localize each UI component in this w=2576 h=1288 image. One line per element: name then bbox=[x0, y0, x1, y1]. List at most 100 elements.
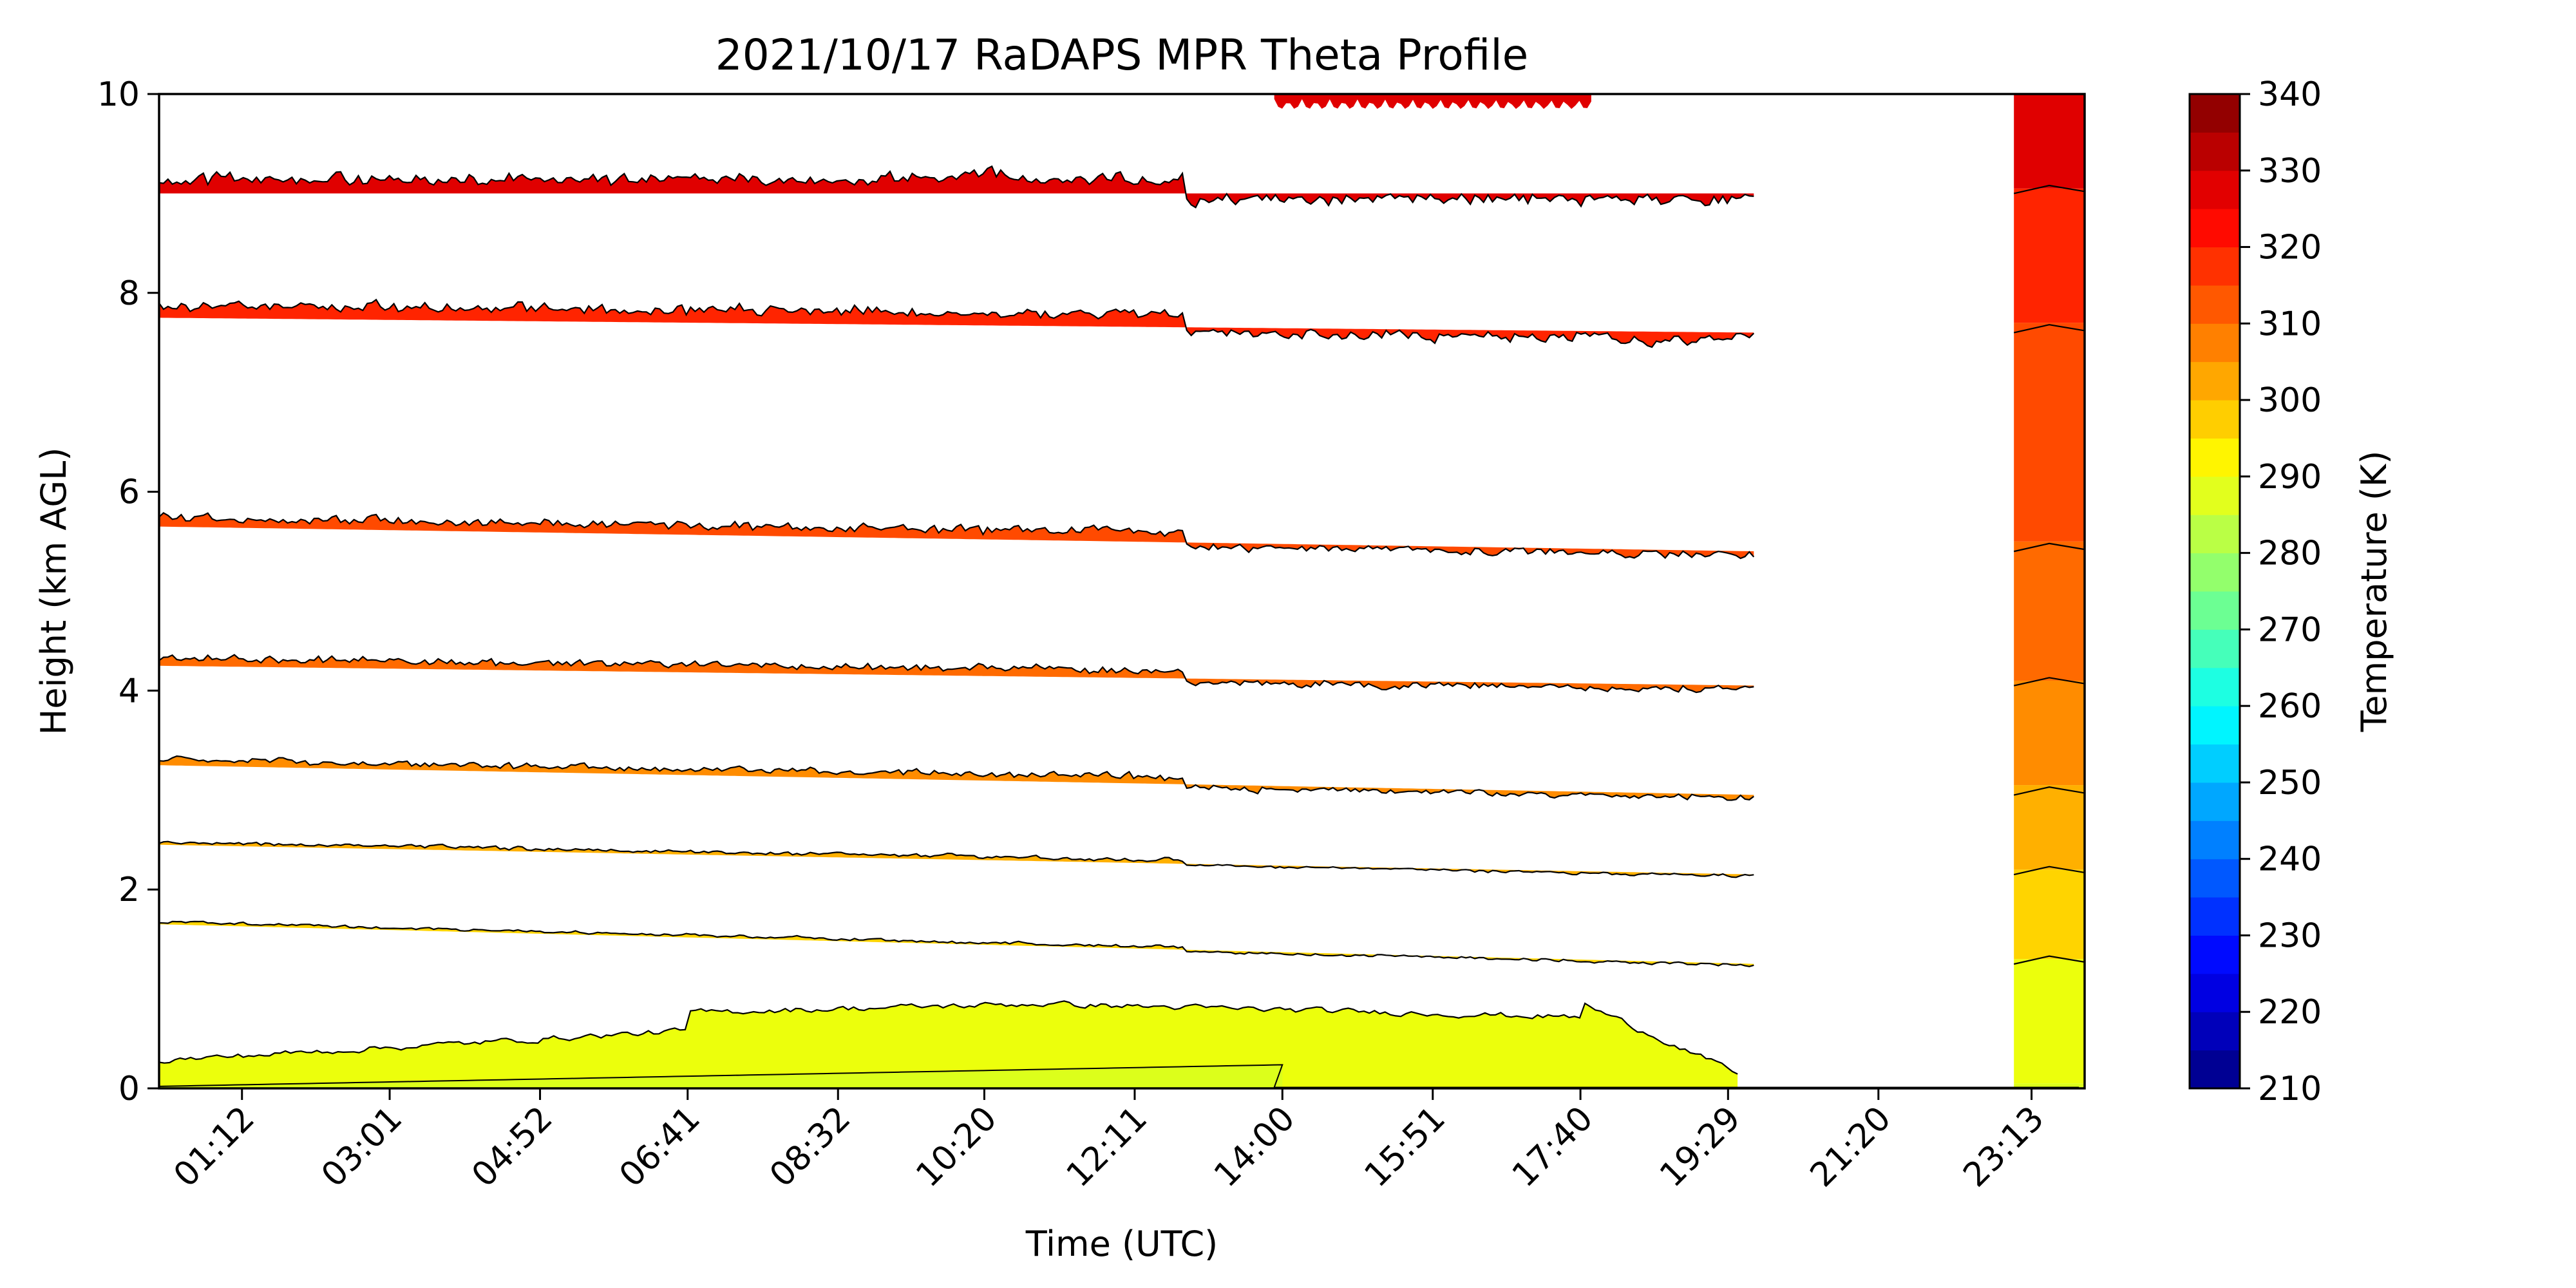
colorbar-tick-label: 310 bbox=[2258, 305, 2322, 343]
colorbar-bin bbox=[2190, 858, 2240, 898]
last-profile-band-4 bbox=[2014, 680, 2085, 786]
last-profile-band-8 bbox=[2014, 94, 2085, 189]
colorbar-label: Temperature (K) bbox=[2354, 451, 2394, 733]
chart-title: 2021/10/17 RaDAPS MPR Theta Profile bbox=[715, 30, 1529, 80]
colorbar-bin bbox=[2190, 1012, 2240, 1051]
isoline-lastprofile-325 bbox=[2013, 184, 2085, 194]
x-tick-label: 15:51 bbox=[1358, 1099, 1453, 1195]
colorbar-bin bbox=[2190, 935, 2240, 974]
contour-fill-320 bbox=[159, 299, 1754, 348]
colorbar-tick-label: 250 bbox=[2258, 764, 2322, 802]
colorbar-bin bbox=[2190, 897, 2240, 936]
plot-area bbox=[159, 94, 2085, 1088]
x-tick-label: 21:20 bbox=[1803, 1099, 1899, 1195]
colorbar-bin bbox=[2190, 629, 2240, 668]
x-tick-label: 17:40 bbox=[1505, 1099, 1600, 1195]
isoline-lastprofile-310 bbox=[2013, 677, 2085, 687]
y-axis-label: Height (km AGL) bbox=[33, 448, 74, 735]
colorbar-bin bbox=[2190, 170, 2240, 209]
colorbar-tick-label: 270 bbox=[2258, 611, 2322, 649]
last-profile-band-2 bbox=[2014, 869, 2085, 960]
isoline-lastprofile-305 bbox=[2013, 786, 2085, 796]
colorbar-bin bbox=[2190, 553, 2240, 592]
contour-fill-325 bbox=[159, 166, 1754, 208]
colorbar-bin bbox=[2190, 973, 2240, 1012]
x-tick-label: 01:12 bbox=[167, 1099, 262, 1195]
isoline-295 bbox=[159, 920, 1754, 967]
colorbar-bin bbox=[2190, 247, 2240, 286]
colorbar-bin bbox=[2190, 209, 2240, 248]
y-tick-label: 4 bbox=[118, 672, 140, 710]
x-tick-label: 04:52 bbox=[464, 1099, 560, 1195]
x-tick-label: 06:41 bbox=[612, 1099, 708, 1195]
colorbar-tick-label: 260 bbox=[2258, 687, 2322, 726]
isoline-lastprofile-295 bbox=[2013, 955, 2085, 965]
last-profile-band-5 bbox=[2014, 541, 2085, 681]
colorbar-bin bbox=[2190, 400, 2240, 439]
colorbar-tick-label: 230 bbox=[2258, 916, 2322, 955]
isoline-lastprofile-315 bbox=[2013, 542, 2085, 553]
x-axis-label: Time (UTC) bbox=[1025, 1224, 1218, 1264]
x-tick-label: 03:01 bbox=[314, 1099, 410, 1195]
colorbar-frame bbox=[2188, 93, 2241, 1090]
colorbar-bin bbox=[2190, 94, 2240, 133]
colorbar-bin bbox=[2190, 438, 2240, 477]
colorbar-bin bbox=[2190, 285, 2240, 324]
isoline-315 bbox=[159, 512, 1755, 560]
x-tick-label: 14:00 bbox=[1207, 1099, 1302, 1195]
colorbar-tick-label: 210 bbox=[2258, 1070, 2322, 1108]
x-axis: 01:12 03:01 04:52 06:41 08:32 10:20 12:11 14:00… bbox=[167, 1088, 2052, 1195]
colorbar-bin bbox=[2190, 476, 2240, 515]
boundary-layer-fill bbox=[159, 1001, 1738, 1088]
y-axis: 0 2 4 6 8 10 bbox=[97, 75, 159, 1108]
isoline-300 bbox=[159, 840, 1754, 878]
surface-isoline bbox=[159, 1064, 2079, 1088]
colorbar-bin bbox=[2190, 744, 2240, 783]
colorbar-bin bbox=[2190, 667, 2240, 706]
colorbar-bin bbox=[2190, 1050, 2240, 1089]
x-tick-label: 23:13 bbox=[1956, 1099, 2051, 1195]
colorbar-bin bbox=[2190, 782, 2240, 821]
isoline-310 bbox=[159, 654, 1754, 694]
y-tick-label: 10 bbox=[97, 75, 140, 114]
contour-fill-315 bbox=[159, 513, 1754, 558]
colorbar-tick-label: 320 bbox=[2258, 229, 2322, 267]
y-tick-label: 0 bbox=[118, 1070, 140, 1108]
boundary-layer-isoline bbox=[159, 1000, 1738, 1075]
contour-fill-310 bbox=[159, 654, 1754, 693]
last-profile-band-0 bbox=[2014, 1083, 2085, 1088]
x-tick-label: 12:11 bbox=[1059, 1099, 1155, 1195]
contour-fill-300 bbox=[159, 841, 1754, 878]
colorbar-tick-label: 290 bbox=[2258, 458, 2322, 497]
isoline-lastprofile-320 bbox=[2013, 324, 2085, 334]
colorbar: 210 220 230 240 250 260 270 280 290 300 310 320 330 3… bbox=[2188, 75, 2322, 1108]
isoline-325 bbox=[159, 165, 1754, 209]
last-profile-band-1 bbox=[2014, 959, 2085, 1084]
last-profile-band-6 bbox=[2014, 323, 2085, 542]
isoline-320 bbox=[159, 298, 1755, 348]
colorbar-tick-label: 330 bbox=[2258, 152, 2322, 191]
isoline-lastprofile-300 bbox=[2013, 866, 2085, 876]
colorbar-bin bbox=[2190, 820, 2240, 860]
colorbar-tick-label: 220 bbox=[2258, 993, 2322, 1032]
y-tick-label: 2 bbox=[118, 871, 140, 909]
last-profile-band-7 bbox=[2014, 188, 2085, 323]
colorbar-bin bbox=[2190, 361, 2240, 401]
colorbar-bin bbox=[2190, 706, 2240, 745]
colorbar-tick-label: 240 bbox=[2258, 840, 2322, 879]
colorbar-tick-label: 280 bbox=[2258, 535, 2322, 573]
isoline-305 bbox=[159, 755, 1754, 801]
colorbar-bin bbox=[2190, 591, 2240, 630]
colorbar-bin bbox=[2190, 515, 2240, 554]
colorbar-tick-label: 340 bbox=[2258, 75, 2322, 114]
plot-frame bbox=[158, 93, 2086, 1090]
x-tick-label: 08:32 bbox=[762, 1099, 858, 1195]
y-tick-label: 8 bbox=[118, 274, 140, 313]
x-tick-label: 19:29 bbox=[1653, 1099, 1748, 1195]
y-tick-label: 6 bbox=[118, 473, 140, 512]
colorbar-bin bbox=[2190, 132, 2240, 171]
last-profile-band-3 bbox=[2014, 785, 2085, 870]
colorbar-bin bbox=[2190, 323, 2240, 363]
x-tick-label: 10:20 bbox=[909, 1099, 1004, 1195]
